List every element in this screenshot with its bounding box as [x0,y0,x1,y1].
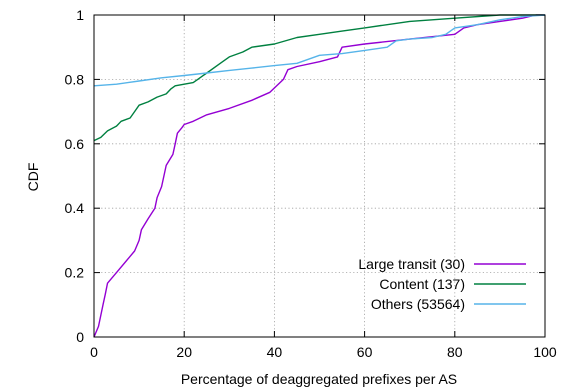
y-tick-label: 0.2 [65,265,85,281]
series-line-3 [93,14,546,87]
y-tick-label: 1 [76,7,84,23]
plot-frame [93,14,546,338]
x-tick-label: 0 [90,344,98,360]
x-tick-label: 100 [533,344,557,360]
legend-label-2: Content (137) [379,276,465,292]
y-axis-label: CDF [25,163,41,192]
tick-layer: 0 20 40 60 80 100 0 0.2 0.4 0.6 0.8 1 [65,7,557,360]
y-tick-label: 0 [76,329,84,345]
series-layer [93,14,546,338]
series-line-1 [93,14,545,338]
x-tick-label: 40 [267,344,283,360]
y-tick-label: 0.8 [65,71,85,87]
x-tick-label: 20 [176,344,192,360]
y-tick-label: 0.6 [65,136,85,152]
legend-label-1: Large transit (30) [358,256,465,272]
x-tick-label: 60 [357,344,373,360]
legend-label-3: Others (53564) [371,296,465,312]
series-line-2 [93,14,545,142]
x-tick-label: 80 [447,344,463,360]
x-axis-label: Percentage of deaggregated prefixes per … [181,371,457,387]
legend: Large transit (30) Content (137) Others (5… [358,256,526,312]
grid-layer [94,15,545,337]
y-tick-label: 0.4 [65,200,85,216]
